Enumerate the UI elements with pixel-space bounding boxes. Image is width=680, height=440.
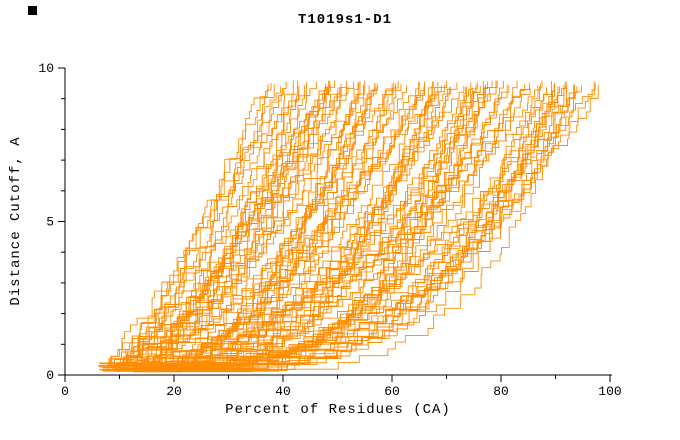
tick-labels: 0 20 40 60 80 100 0 5 10: [38, 61, 621, 399]
y-tick-label: 10: [38, 61, 54, 76]
model-curve: [113, 83, 596, 366]
model-curve: [151, 84, 575, 366]
x-tick-label: 60: [384, 384, 400, 399]
model-curve: [126, 81, 595, 365]
model-curve: [177, 87, 473, 373]
model-curve: [169, 82, 530, 371]
model-curve: [196, 82, 478, 372]
x-tick-label: 40: [275, 384, 291, 399]
model-curve: [118, 81, 566, 371]
model-curve: [103, 80, 331, 367]
y-tick-label: 0: [46, 368, 54, 383]
model-curve: [132, 82, 472, 370]
model-curve: [100, 84, 393, 364]
model-curve: [175, 80, 434, 370]
model-curve: [124, 80, 543, 365]
model-curve: [102, 84, 397, 369]
x-tick-label: 100: [598, 384, 621, 399]
x-tick-label: 80: [493, 384, 509, 399]
model-curve: [149, 86, 559, 368]
model-curve: [111, 82, 433, 372]
model-curve: [186, 85, 574, 370]
model-curve: [99, 87, 377, 370]
model-curve: [191, 80, 497, 364]
axes: [58, 67, 612, 382]
model-curve: [168, 81, 504, 371]
model-curve: [109, 86, 300, 368]
model-curve: [133, 82, 307, 371]
model-curve: [105, 86, 282, 371]
model-curve: [97, 81, 287, 366]
model-curve: [112, 81, 399, 366]
model-curve: [97, 86, 578, 367]
model-curve: [125, 80, 335, 370]
model-curve: [111, 87, 547, 369]
model-curve: [101, 80, 366, 366]
corner-marker: [28, 6, 37, 15]
model-curve: [133, 85, 599, 368]
model-curve: [113, 86, 561, 372]
model-curve: [113, 87, 285, 367]
model-curve: [115, 80, 294, 370]
model-curve: [115, 80, 299, 366]
y-axis-label: Distance Cutoff, A: [8, 136, 24, 306]
model-curve: [162, 81, 439, 365]
model-curve: [102, 81, 355, 369]
x-tick-label: 20: [166, 384, 182, 399]
model-curve: [114, 83, 426, 372]
model-curve: [113, 85, 465, 364]
model-curves: [97, 80, 599, 373]
x-axis-label: Percent of Residues (CA): [225, 402, 451, 418]
plot-title: T1019s1-D1: [297, 12, 393, 28]
model-curve: [116, 82, 360, 371]
model-curve: [107, 83, 541, 366]
model-curve: [111, 80, 518, 366]
model-curve: [133, 82, 555, 369]
model-curve: [110, 84, 269, 372]
x-tick-label: 0: [61, 384, 69, 399]
model-curve: [98, 80, 348, 364]
model-curve: [103, 85, 442, 371]
model-curve: [160, 81, 425, 372]
model-curve: [119, 86, 450, 370]
y-tick-label: 5: [46, 215, 54, 230]
model-curve: [107, 80, 448, 365]
model-curve: [190, 80, 493, 366]
model-curve: [181, 85, 582, 372]
